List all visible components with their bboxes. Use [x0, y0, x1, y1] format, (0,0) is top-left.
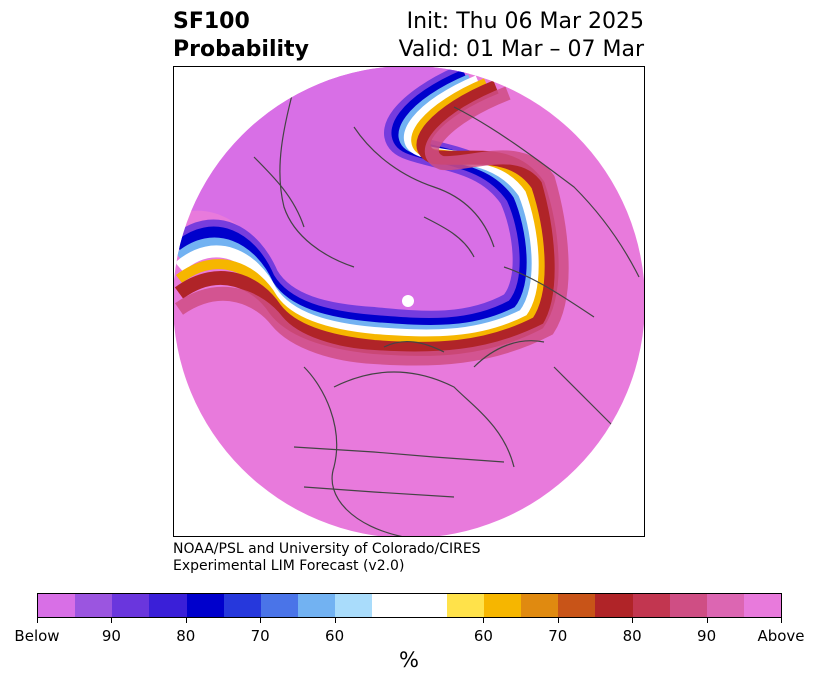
forecast-kind: Probability — [173, 37, 309, 62]
colorbar-tick — [706, 618, 708, 623]
colorbar-segment — [38, 594, 76, 617]
colorbar-tick-label: 90 — [101, 627, 121, 645]
credit-line-2: Experimental LIM Forecast (v2.0) — [173, 558, 405, 574]
colorbar-segment — [186, 594, 224, 617]
colorbar-tick — [557, 618, 559, 623]
colorbar-tick — [260, 618, 262, 623]
colorbar-segment — [521, 594, 559, 617]
below-region — [174, 67, 523, 322]
pink-band — [174, 86, 569, 366]
colorbar-tick-label: 60 — [325, 627, 345, 645]
colorbar-tick — [334, 618, 336, 623]
colorbar-tick-label: 80 — [176, 627, 196, 645]
colorbar-segment — [75, 594, 113, 617]
forecast-map — [173, 66, 645, 537]
variable-name: SF100 — [173, 9, 250, 34]
colorbar-tick — [185, 618, 187, 623]
colorbar-segment — [260, 594, 299, 617]
coastlines — [253, 86, 640, 536]
colorbar-tick — [781, 618, 782, 623]
colorbar-tick — [37, 618, 38, 623]
colorbar-segment — [743, 594, 782, 617]
colorbar — [37, 593, 782, 618]
colorbar-segment — [558, 594, 596, 617]
colorbar-segment — [335, 594, 373, 617]
colorbar-unit: % — [399, 648, 419, 672]
colorbar-tick — [483, 618, 485, 623]
colorbar-tick-label: Above — [757, 627, 805, 645]
colorbar-tick-label: 70 — [250, 627, 270, 645]
colorbar-segment — [632, 594, 670, 617]
colorbar-segment — [112, 594, 150, 617]
colorbar-segment — [483, 594, 522, 617]
colorbar-segment — [595, 594, 633, 617]
colorbar-tick-label: 80 — [622, 627, 642, 645]
colorbar-segment — [149, 594, 187, 617]
colorbar-tick — [632, 618, 634, 623]
colorbar-segment — [669, 594, 707, 617]
colorbar-segment — [409, 594, 447, 617]
init-date: Init: Thu 06 Mar 2025 — [406, 9, 644, 34]
chart-title-right: Init: Thu 06 Mar 2025 Valid: 01 Mar – 07… — [399, 8, 644, 64]
colorbar-tick-label: 60 — [473, 627, 493, 645]
credit-line-1: NOAA/PSL and University of Colorado/CIRE… — [173, 541, 481, 557]
colorbar-segment — [446, 594, 484, 617]
colorbar-tick-label: Below — [14, 627, 60, 645]
colorbar-segment — [298, 594, 336, 617]
map-svg — [174, 67, 644, 536]
colorbar-segment — [223, 594, 261, 617]
colorbar-segment — [372, 594, 410, 617]
credit-text: NOAA/PSL and University of Colorado/CIRE… — [173, 541, 481, 575]
colorbar-segment — [706, 594, 744, 617]
colorbar-tick-label: 90 — [697, 627, 717, 645]
valid-range: Valid: 01 Mar – 07 Mar — [398, 37, 644, 62]
colorbar-tick-label: 70 — [548, 627, 568, 645]
colorbar-tick — [111, 618, 113, 623]
north-pole-marker — [402, 295, 414, 307]
chart-title-left: SF100 Probability — [173, 8, 309, 64]
